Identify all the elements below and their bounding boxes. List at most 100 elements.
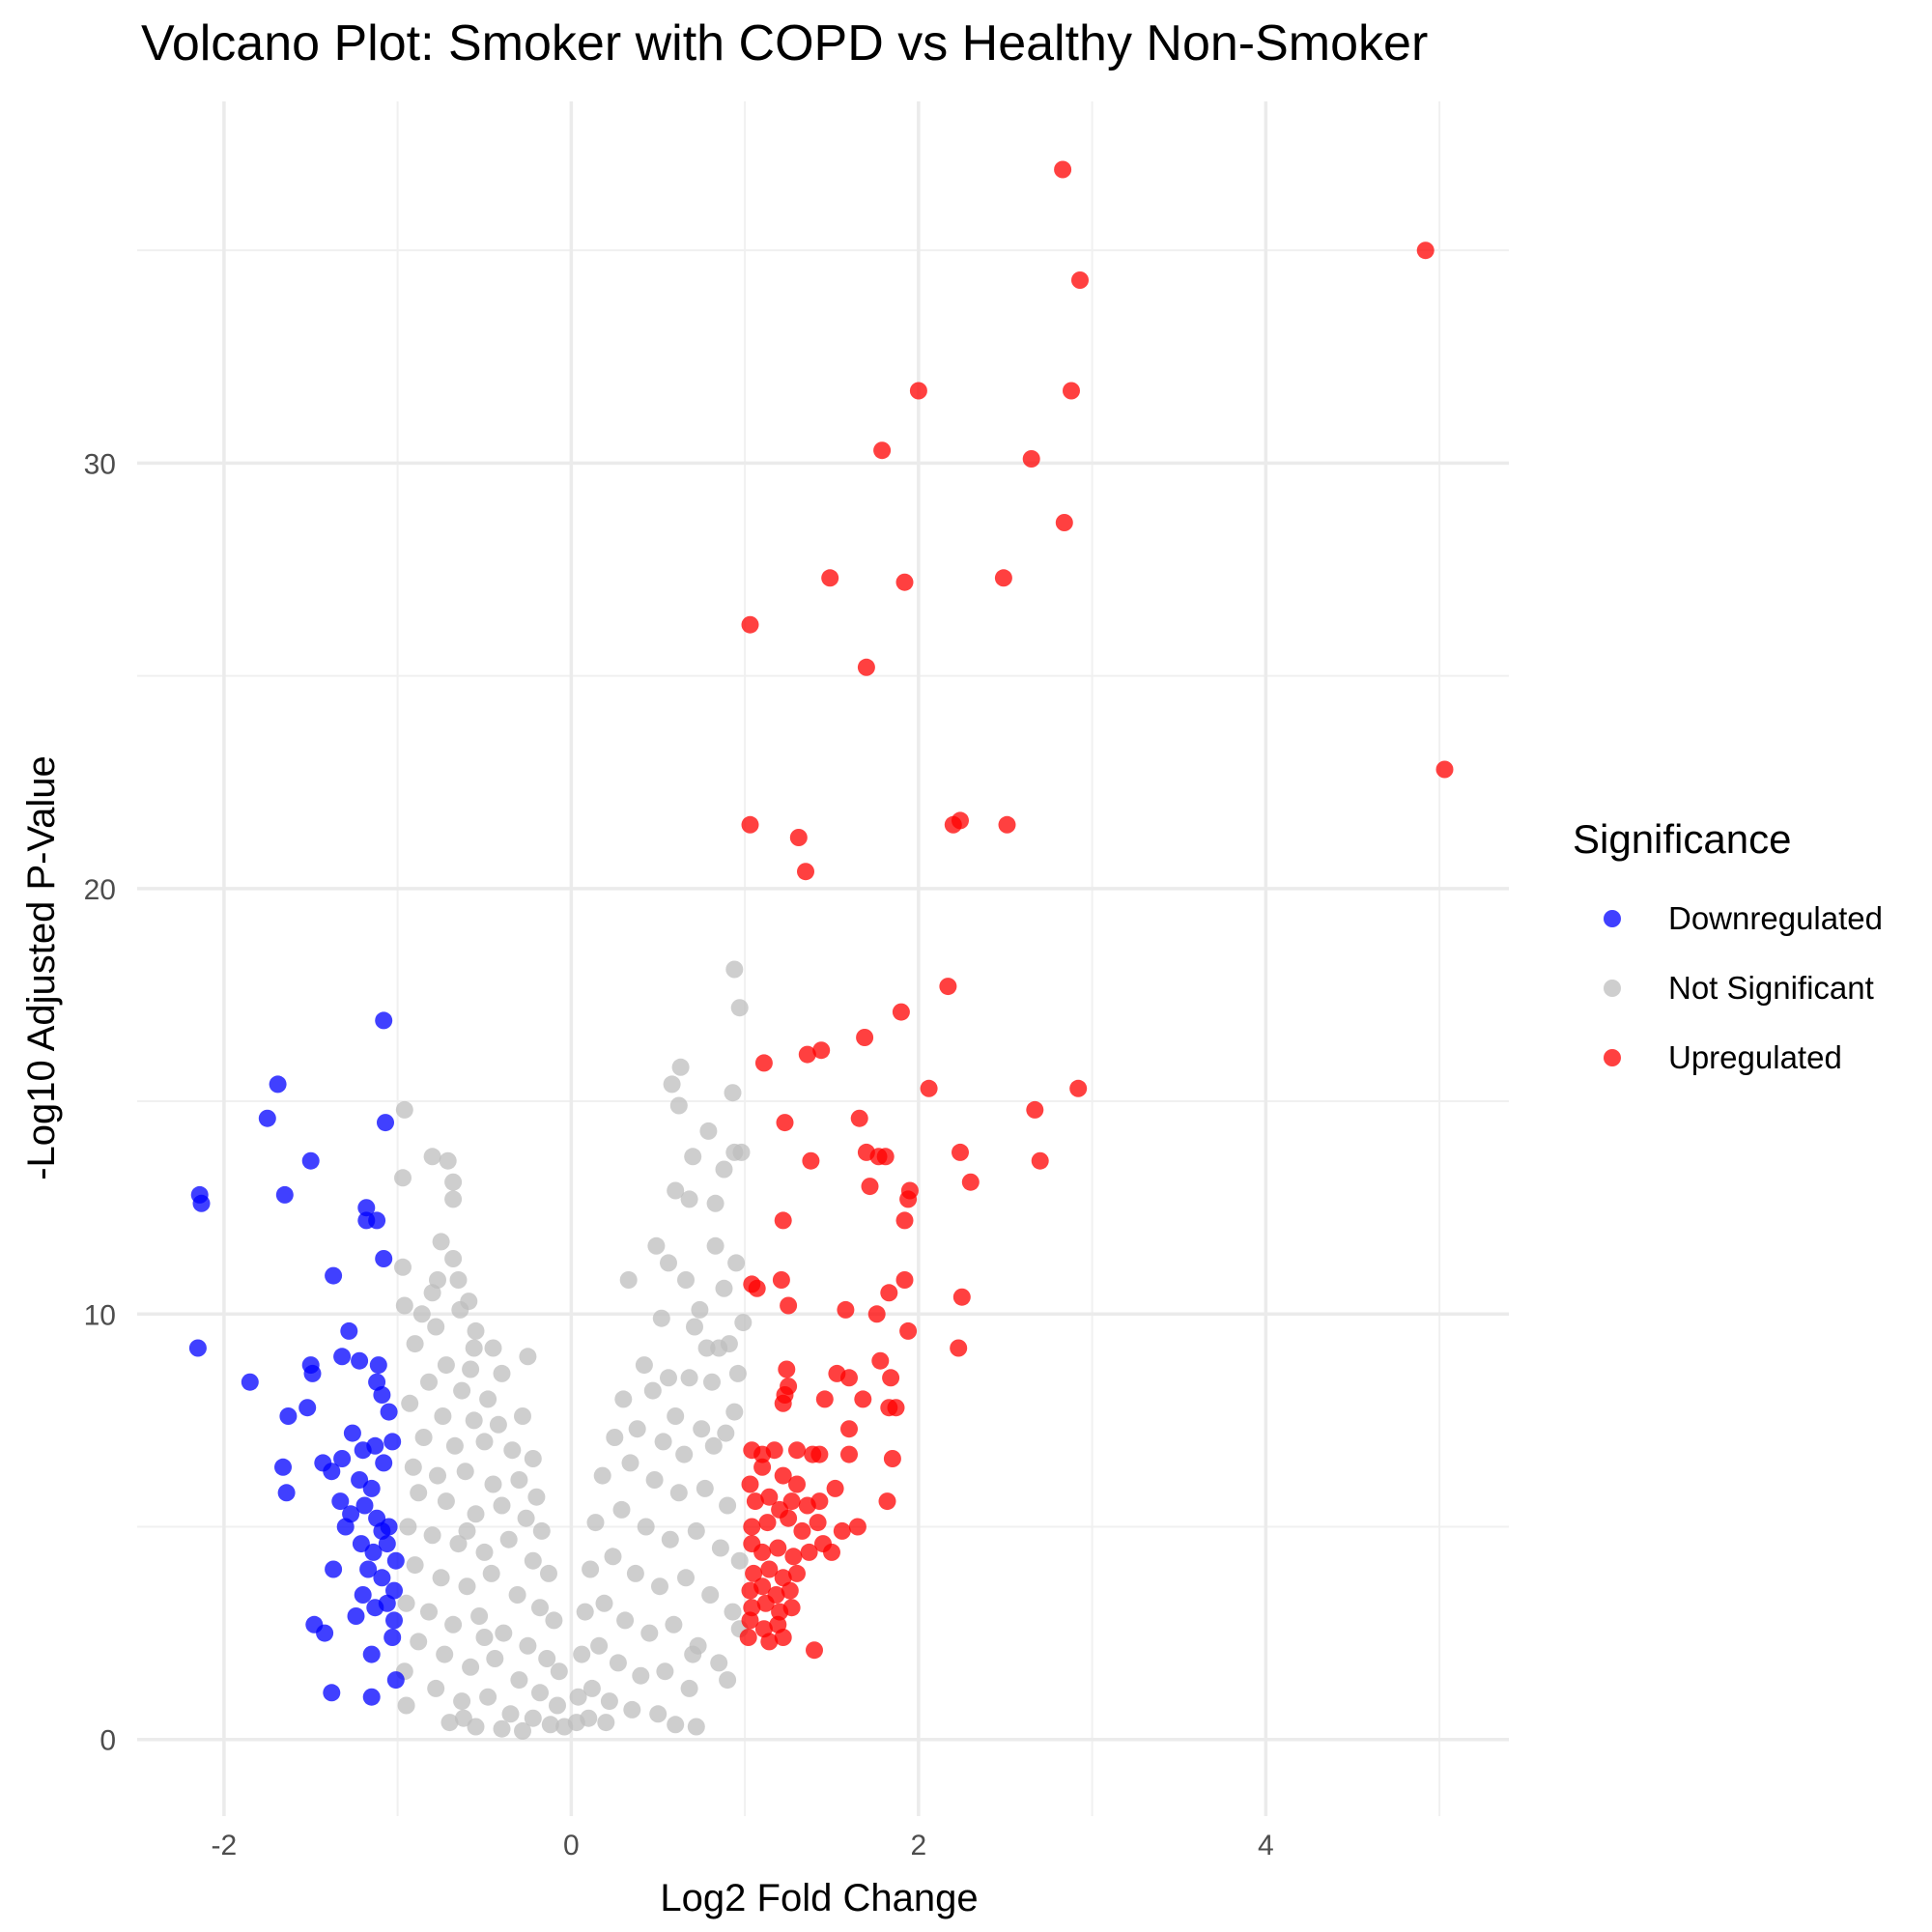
point-not-significant — [687, 1521, 705, 1540]
point-not-significant — [719, 1496, 737, 1515]
point-not-significant — [395, 1296, 413, 1315]
point-downregulated — [359, 1560, 378, 1578]
point-not-significant — [582, 1560, 600, 1578]
point-not-significant — [699, 1122, 718, 1140]
point-upregulated — [850, 1109, 868, 1127]
point-downregulated — [343, 1424, 361, 1442]
point-not-significant — [412, 1305, 431, 1323]
point-downregulated — [274, 1458, 292, 1476]
point-not-significant — [397, 1696, 415, 1715]
point-upregulated — [780, 1509, 798, 1527]
point-not-significant — [691, 1300, 709, 1319]
point-upregulated — [806, 1641, 823, 1660]
point-upregulated — [739, 1629, 757, 1646]
point-upregulated — [753, 1543, 772, 1561]
point-not-significant — [724, 1084, 742, 1102]
point-downregulated — [325, 1560, 343, 1578]
point-downregulated — [357, 1211, 376, 1230]
point-not-significant — [444, 1615, 463, 1634]
point-not-significant — [669, 1096, 688, 1115]
point-upregulated — [810, 1492, 829, 1511]
point-not-significant — [510, 1471, 528, 1489]
point-not-significant — [645, 1471, 664, 1489]
point-upregulated — [895, 1211, 914, 1230]
legend-title: Significance — [1573, 816, 1791, 862]
point-not-significant — [616, 1611, 635, 1630]
point-not-significant — [665, 1615, 683, 1634]
point-not-significant — [449, 1271, 468, 1289]
point-not-significant — [531, 1684, 549, 1702]
data-points — [188, 160, 1454, 1740]
point-not-significant — [394, 1169, 412, 1187]
point-not-significant — [538, 1650, 556, 1667]
point-downregulated — [375, 1011, 393, 1030]
point-downregulated — [380, 1403, 398, 1421]
point-not-significant — [486, 1650, 504, 1667]
point-upregulated — [741, 815, 759, 834]
axis-tick-labels: -2 0 2 4 0 10 20 30 — [84, 448, 1274, 1861]
point-not-significant — [456, 1463, 474, 1481]
point-not-significant — [686, 1318, 703, 1336]
point-not-significant — [580, 1709, 598, 1727]
point-upregulated — [1435, 760, 1454, 779]
point-not-significant — [519, 1348, 537, 1366]
point-not-significant — [667, 1407, 685, 1425]
point-upregulated — [920, 1079, 938, 1097]
point-not-significant — [429, 1466, 446, 1485]
point-not-significant — [444, 1173, 463, 1191]
point-not-significant — [604, 1548, 622, 1566]
point-downregulated — [362, 1645, 381, 1663]
point-downregulated — [369, 1356, 387, 1375]
point-downregulated — [354, 1586, 372, 1604]
point-upregulated — [745, 1564, 763, 1582]
point-upregulated — [765, 1441, 783, 1460]
point-not-significant — [519, 1636, 537, 1655]
point-upregulated — [961, 1173, 980, 1191]
point-not-significant — [406, 1556, 424, 1575]
point-not-significant — [423, 1284, 441, 1302]
point-upregulated — [895, 1271, 914, 1289]
point-upregulated — [741, 615, 759, 634]
point-not-significant — [510, 1671, 528, 1690]
y-axis-title: -Log10 Adjusted P-Value — [20, 755, 63, 1180]
point-not-significant — [693, 1420, 711, 1438]
point-upregulated — [760, 1560, 779, 1578]
point-not-significant — [677, 1569, 695, 1587]
point-upregulated — [753, 1577, 772, 1596]
point-not-significant — [715, 1160, 733, 1179]
point-not-significant — [667, 1181, 685, 1200]
point-not-significant — [677, 1271, 695, 1289]
point-upregulated — [1069, 1079, 1088, 1097]
point-upregulated — [880, 1284, 898, 1302]
legend-label: Upregulated — [1668, 1039, 1842, 1075]
point-not-significant — [555, 1718, 574, 1736]
point-upregulated — [788, 1441, 806, 1460]
point-not-significant — [730, 1551, 749, 1570]
point-not-significant — [600, 1692, 618, 1711]
point-not-significant — [734, 1314, 753, 1332]
point-not-significant — [590, 1636, 609, 1655]
point-downregulated — [325, 1266, 343, 1285]
point-downregulated — [364, 1543, 383, 1561]
point-not-significant — [595, 1594, 613, 1612]
point-downregulated — [258, 1109, 276, 1127]
point-not-significant — [728, 1364, 747, 1382]
point-not-significant — [576, 1603, 594, 1621]
point-upregulated — [802, 1151, 820, 1170]
point-not-significant — [410, 1633, 428, 1651]
point-downregulated — [303, 1364, 322, 1382]
point-upregulated — [887, 1399, 905, 1417]
point-downregulated — [301, 1151, 320, 1170]
point-upregulated — [741, 1475, 759, 1493]
point-upregulated — [774, 1466, 792, 1485]
point-not-significant — [680, 1369, 698, 1387]
point-downregulated — [279, 1407, 298, 1425]
point-not-significant — [503, 1441, 522, 1460]
point-upregulated — [1022, 450, 1040, 468]
x-tick-label: 2 — [911, 1830, 927, 1861]
point-not-significant — [479, 1688, 497, 1706]
point-not-significant — [467, 1718, 485, 1736]
point-upregulated — [1071, 271, 1089, 289]
point-not-significant — [458, 1577, 476, 1596]
